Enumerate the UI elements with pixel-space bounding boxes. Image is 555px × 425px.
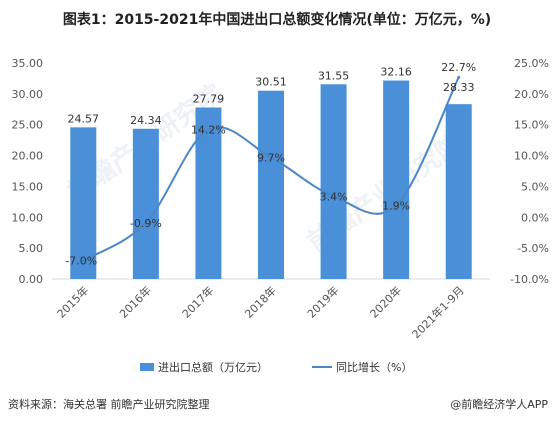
bar: [132, 128, 159, 279]
left-tick-label: 35.00: [12, 57, 44, 70]
x-tick-label: 2015年: [54, 283, 91, 320]
left-tick-label: 30.00: [12, 88, 44, 101]
right-tick-label: 25.0%: [514, 57, 549, 70]
legend-bar-label: 进出口总额（万亿元）: [158, 360, 268, 374]
x-tick-label: 2019年: [304, 283, 341, 320]
bar: [258, 90, 284, 279]
x-tick-label: 2018年: [242, 283, 279, 320]
line-value-label: 1.9%: [382, 200, 410, 213]
bar: [383, 80, 410, 279]
left-tick-label: 0.00: [19, 273, 44, 286]
left-tick-label: 20.00: [12, 150, 44, 163]
right-tick-label: 20.0%: [514, 88, 549, 101]
line-value-label: -7.0%: [65, 254, 97, 267]
line-point: [81, 258, 85, 262]
right-tick-label: 5.0%: [521, 180, 549, 193]
bar-value-label: 27.79: [193, 92, 225, 105]
legend-line-label: 同比增长（%）: [336, 360, 412, 374]
x-tick-label: 2021年1-9月: [409, 283, 467, 341]
chart-title: 图表1：2015-2021年中国进出口总额变化情况(单位：万亿元，%): [63, 11, 491, 28]
legend: 进出口总额（万亿元） 同比增长（%）: [140, 360, 412, 374]
x-tick-label: 2020年: [367, 283, 404, 320]
bar-value-label: 24.34: [130, 114, 162, 127]
line-point: [457, 75, 461, 79]
line-point: [332, 194, 336, 198]
right-tick-label: -10.0%: [510, 273, 549, 286]
bar-value-label: 30.51: [255, 76, 287, 89]
line-point: [269, 155, 273, 159]
line-value-label: 22.7%: [441, 61, 476, 74]
left-tick-label: 5.00: [19, 242, 44, 255]
bar: [320, 84, 347, 279]
line-point: [394, 204, 398, 208]
line-value-label: 3.4%: [320, 190, 348, 203]
left-tick-label: 10.00: [12, 211, 44, 224]
x-tick-label: 2016年: [117, 283, 154, 320]
plot-area: 0.00 5.00 10.00 15.00 20.00 25.00 30.00 35.00 -1…: [12, 57, 550, 341]
line-point: [206, 128, 210, 132]
right-tick-label: 15.0%: [514, 119, 549, 132]
bar-value-label: 24.57: [68, 112, 100, 125]
left-tick-label: 25.00: [12, 119, 44, 132]
bar-value-label: 28.33: [443, 81, 475, 94]
right-tick-label: 0.0%: [521, 211, 549, 224]
line-point: [144, 221, 148, 225]
bar-value-label: 32.16: [380, 66, 412, 79]
left-tick-label: 15.00: [12, 180, 44, 193]
line-value-label: 14.2%: [191, 124, 226, 137]
right-tick-label: 10.0%: [514, 150, 549, 163]
legend-bar-swatch: [140, 363, 154, 371]
bar: [70, 127, 97, 279]
brand-label: @前瞻经济学人APP: [450, 397, 548, 411]
source-note: 资料来源：海关总署 前瞻产业研究院整理: [8, 397, 210, 411]
line-value-label: -0.9%: [130, 217, 162, 230]
line-value-label: 9.7%: [257, 151, 285, 164]
bar: [445, 104, 472, 280]
right-tick-label: -5.0%: [517, 242, 549, 255]
bar-value-label: 31.55: [318, 69, 350, 82]
x-tick-label: 2017年: [179, 283, 216, 320]
